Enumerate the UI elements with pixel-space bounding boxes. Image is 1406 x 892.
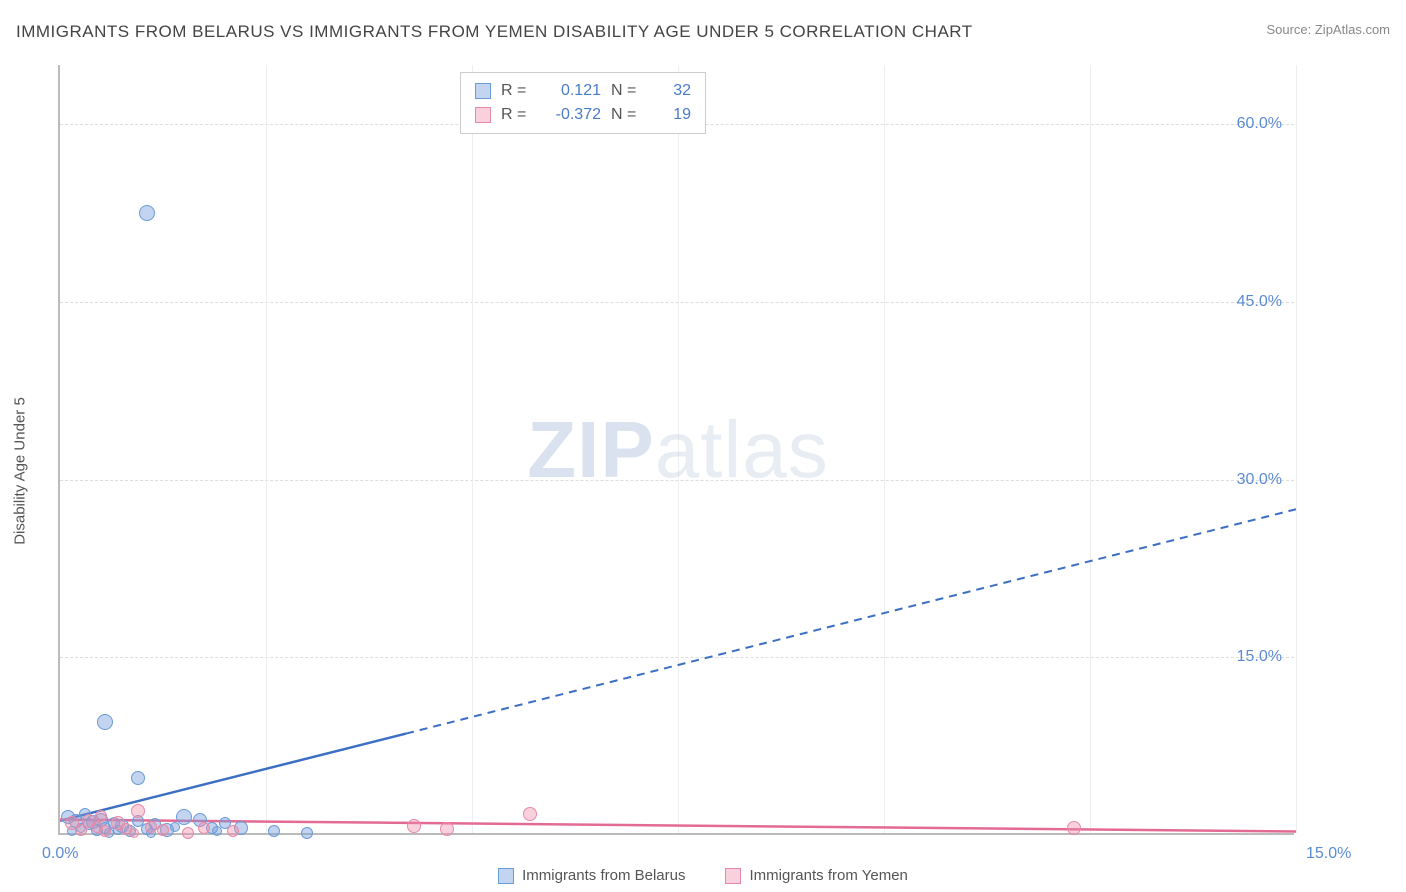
gridline-v [1296, 65, 1297, 833]
data-point [440, 822, 454, 836]
x-max-label: 15.0% [1306, 845, 1351, 863]
data-point [99, 825, 111, 837]
stats-r-value: 0.121 [541, 79, 601, 103]
stats-n-label: N = [611, 103, 651, 127]
stats-row: R = 0.121 N = 32 [475, 79, 691, 103]
chart-container: Disability Age Under 5 15.0% 30.0% 45.0% 60… [0, 50, 1406, 892]
stats-row: R = -0.372 N = 19 [475, 103, 691, 127]
data-point [523, 807, 537, 821]
data-point [1067, 821, 1081, 835]
data-point [170, 822, 180, 832]
legend-item: Immigrants from Belarus [498, 867, 685, 884]
data-point [182, 827, 194, 839]
y-tick-label: 30.0% [1237, 471, 1282, 489]
data-point [95, 810, 107, 822]
stats-n-label: N = [611, 79, 651, 103]
data-point [131, 804, 145, 818]
x-origin-label: 0.0% [42, 845, 78, 863]
legend-swatch [725, 868, 741, 884]
legend-label: Immigrants from Yemen [749, 867, 907, 884]
stats-swatch [475, 107, 491, 123]
stats-swatch [475, 83, 491, 99]
data-point [268, 825, 280, 837]
gridline-h [60, 480, 1294, 481]
gridline-v [472, 65, 473, 833]
legend-swatch [498, 868, 514, 884]
source-label: Source: ZipAtlas.com [1266, 22, 1390, 37]
stats-r-label: R = [501, 79, 531, 103]
gridline-v [884, 65, 885, 833]
stats-r-value: -0.372 [541, 103, 601, 127]
y-tick-label: 45.0% [1237, 293, 1282, 311]
data-point [97, 714, 113, 730]
plot-area: 15.0%30.0%45.0%60.0%ZIPatlasR =0.121N =3… [58, 65, 1294, 835]
data-point [139, 205, 155, 221]
stats-n-value: 32 [661, 79, 691, 103]
stats-n-value: 19 [661, 103, 691, 127]
data-point [227, 825, 239, 837]
gridline-h [60, 657, 1294, 658]
data-point [407, 819, 421, 833]
legend-bottom: Immigrants from Belarus Immigrants from Y… [0, 867, 1406, 884]
data-point [157, 824, 169, 836]
data-point [145, 821, 157, 833]
legend-label: Immigrants from Belarus [522, 867, 685, 884]
data-point [212, 826, 222, 836]
gridline-v [678, 65, 679, 833]
legend-item: Immigrants from Yemen [725, 867, 907, 884]
stats-r-label: R = [501, 103, 531, 127]
gridline-v [266, 65, 267, 833]
data-point [198, 822, 210, 834]
y-tick-label: 15.0% [1237, 648, 1282, 666]
gridline-h [60, 302, 1294, 303]
stats-box: R = 0.121 N = 32 R = -0.372 N = 19 [460, 72, 706, 134]
data-point [131, 771, 145, 785]
data-point [129, 828, 139, 838]
data-point [301, 827, 313, 839]
gridline-v [1090, 65, 1091, 833]
y-tick-label: 60.0% [1237, 115, 1282, 133]
chart-title: IMMIGRANTS FROM BELARUS VS IMMIGRANTS FR… [16, 22, 973, 42]
y-axis-label: Disability Age Under 5 [12, 397, 29, 545]
